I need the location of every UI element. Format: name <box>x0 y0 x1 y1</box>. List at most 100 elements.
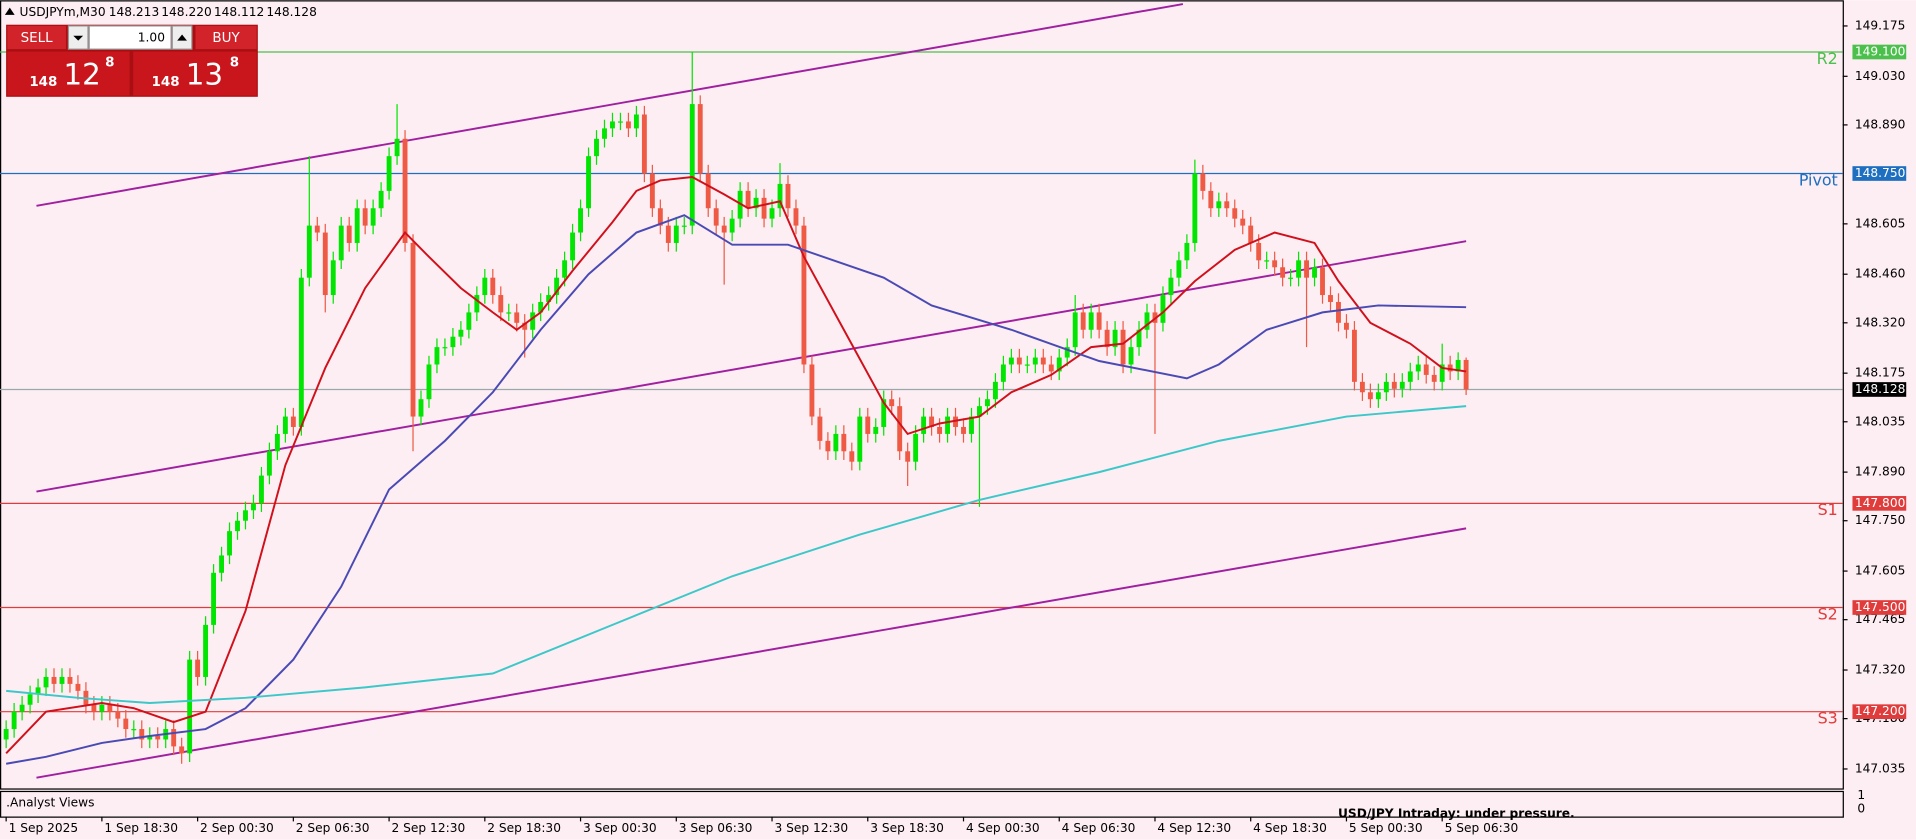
moving-average <box>5 175 1467 755</box>
candle-body <box>1144 312 1150 330</box>
candle-body <box>594 138 599 157</box>
candle-body <box>298 277 304 427</box>
candle-body <box>107 704 113 712</box>
candle-body <box>825 440 831 452</box>
candle-body <box>1375 392 1381 400</box>
candle-body <box>227 531 232 556</box>
buy-label[interactable]: BUY <box>212 31 240 46</box>
candle-body <box>929 416 935 427</box>
bid-pips: 12 <box>64 58 101 92</box>
candle-body <box>1080 312 1086 330</box>
candle-body <box>1192 173 1198 243</box>
candle-body <box>881 399 887 427</box>
candle-body <box>1248 225 1254 243</box>
candle-body <box>618 121 623 123</box>
candle-body <box>458 329 464 337</box>
candle-body <box>729 218 735 233</box>
ask-pips: 13 <box>186 58 223 92</box>
ask-box[interactable] <box>133 51 257 96</box>
candle-body <box>1256 242 1262 261</box>
y-tick-label: 148.605 <box>1855 216 1905 230</box>
candle-body <box>51 676 57 684</box>
candle-body <box>977 406 982 417</box>
bid-box[interactable] <box>7 51 130 96</box>
ask-big: 148 <box>152 75 180 90</box>
candle-body <box>625 121 631 129</box>
header-high: 148.220 <box>161 5 211 19</box>
candle-body <box>1304 260 1310 278</box>
x-tick-label: 1 Sep 2025 <box>9 821 79 835</box>
bid-fraction: 8 <box>105 56 114 71</box>
candle-body <box>99 704 105 712</box>
candle-body <box>1216 201 1222 209</box>
candle-body <box>1447 364 1453 372</box>
candle-body <box>889 399 895 407</box>
current-price-label: 148.128 <box>1855 382 1905 396</box>
candle-body <box>649 173 655 209</box>
level-name: R2 <box>1817 49 1838 68</box>
candle-body <box>809 364 815 417</box>
indicator-tick: 0 <box>1857 802 1865 816</box>
candle-body <box>554 277 560 296</box>
lots-value[interactable]: 1.00 <box>138 31 165 45</box>
candle-body <box>251 503 256 511</box>
candle-body <box>697 104 703 174</box>
candle-body <box>466 312 472 330</box>
candle-body <box>1407 371 1413 382</box>
up-arrow <box>177 34 187 41</box>
x-tick-label: 3 Sep 12:30 <box>774 821 848 835</box>
x-tick-label: 4 Sep 06:30 <box>1062 821 1136 835</box>
y-tick-label: 149.030 <box>1855 69 1905 83</box>
candle-body <box>777 183 783 209</box>
candle-body <box>801 225 807 365</box>
x-tick-label: 2 Sep 12:30 <box>392 821 466 835</box>
candle-body <box>235 520 240 532</box>
overlay: 149.175 149.030 148.890 148.605 148.460 148.3… <box>5 18 1907 835</box>
candle-body <box>1455 359 1461 372</box>
candle-body <box>410 242 416 417</box>
candle-body <box>1415 364 1421 372</box>
candle-body <box>1064 347 1070 358</box>
buy-button[interactable] <box>195 25 257 50</box>
y-tick-label: 148.175 <box>1855 366 1905 380</box>
candle-body <box>203 624 209 677</box>
candle-body <box>131 729 137 731</box>
candle-body <box>1200 173 1206 191</box>
x-tick-label: 4 Sep 18:30 <box>1253 821 1327 835</box>
level-value: 148.750 <box>1855 166 1905 180</box>
candle-body <box>737 190 743 219</box>
candle-body <box>641 114 647 174</box>
candle-body <box>514 312 520 323</box>
candle-body <box>586 156 591 209</box>
candle-body <box>1272 260 1278 268</box>
sell-label[interactable]: SELL <box>21 31 54 46</box>
x-tick-label: 5 Sep 00:30 <box>1349 821 1423 835</box>
candle-body <box>761 197 767 219</box>
candle-body <box>1008 357 1014 365</box>
candle-body <box>67 676 73 684</box>
candle-body <box>1088 312 1094 330</box>
sell-button[interactable] <box>7 25 66 50</box>
candle-body <box>346 225 352 243</box>
candle-body <box>1383 381 1389 393</box>
indicator-frame <box>0 790 1844 818</box>
candle-body <box>578 208 584 233</box>
level-name: Pivot <box>1799 170 1838 189</box>
candle-body <box>1351 329 1357 382</box>
candle-body <box>1016 357 1022 365</box>
candle-body <box>1344 322 1349 330</box>
candle-body <box>1120 329 1126 365</box>
symbol: USDJPYm,M30 <box>20 5 106 19</box>
header-icon <box>4 7 15 15</box>
candle-body <box>1399 381 1405 389</box>
candle-body <box>155 735 161 740</box>
candle-body <box>905 451 911 462</box>
candle-body <box>1463 359 1469 390</box>
trade-panel: SELL 1.00 BUY 148 12 8 148 13 8 <box>6 24 258 97</box>
candle-body <box>75 683 81 691</box>
lots-field[interactable] <box>88 25 172 50</box>
candle-body <box>490 277 496 296</box>
candle-body <box>195 659 201 677</box>
header-low: 148.112 <box>214 5 264 19</box>
